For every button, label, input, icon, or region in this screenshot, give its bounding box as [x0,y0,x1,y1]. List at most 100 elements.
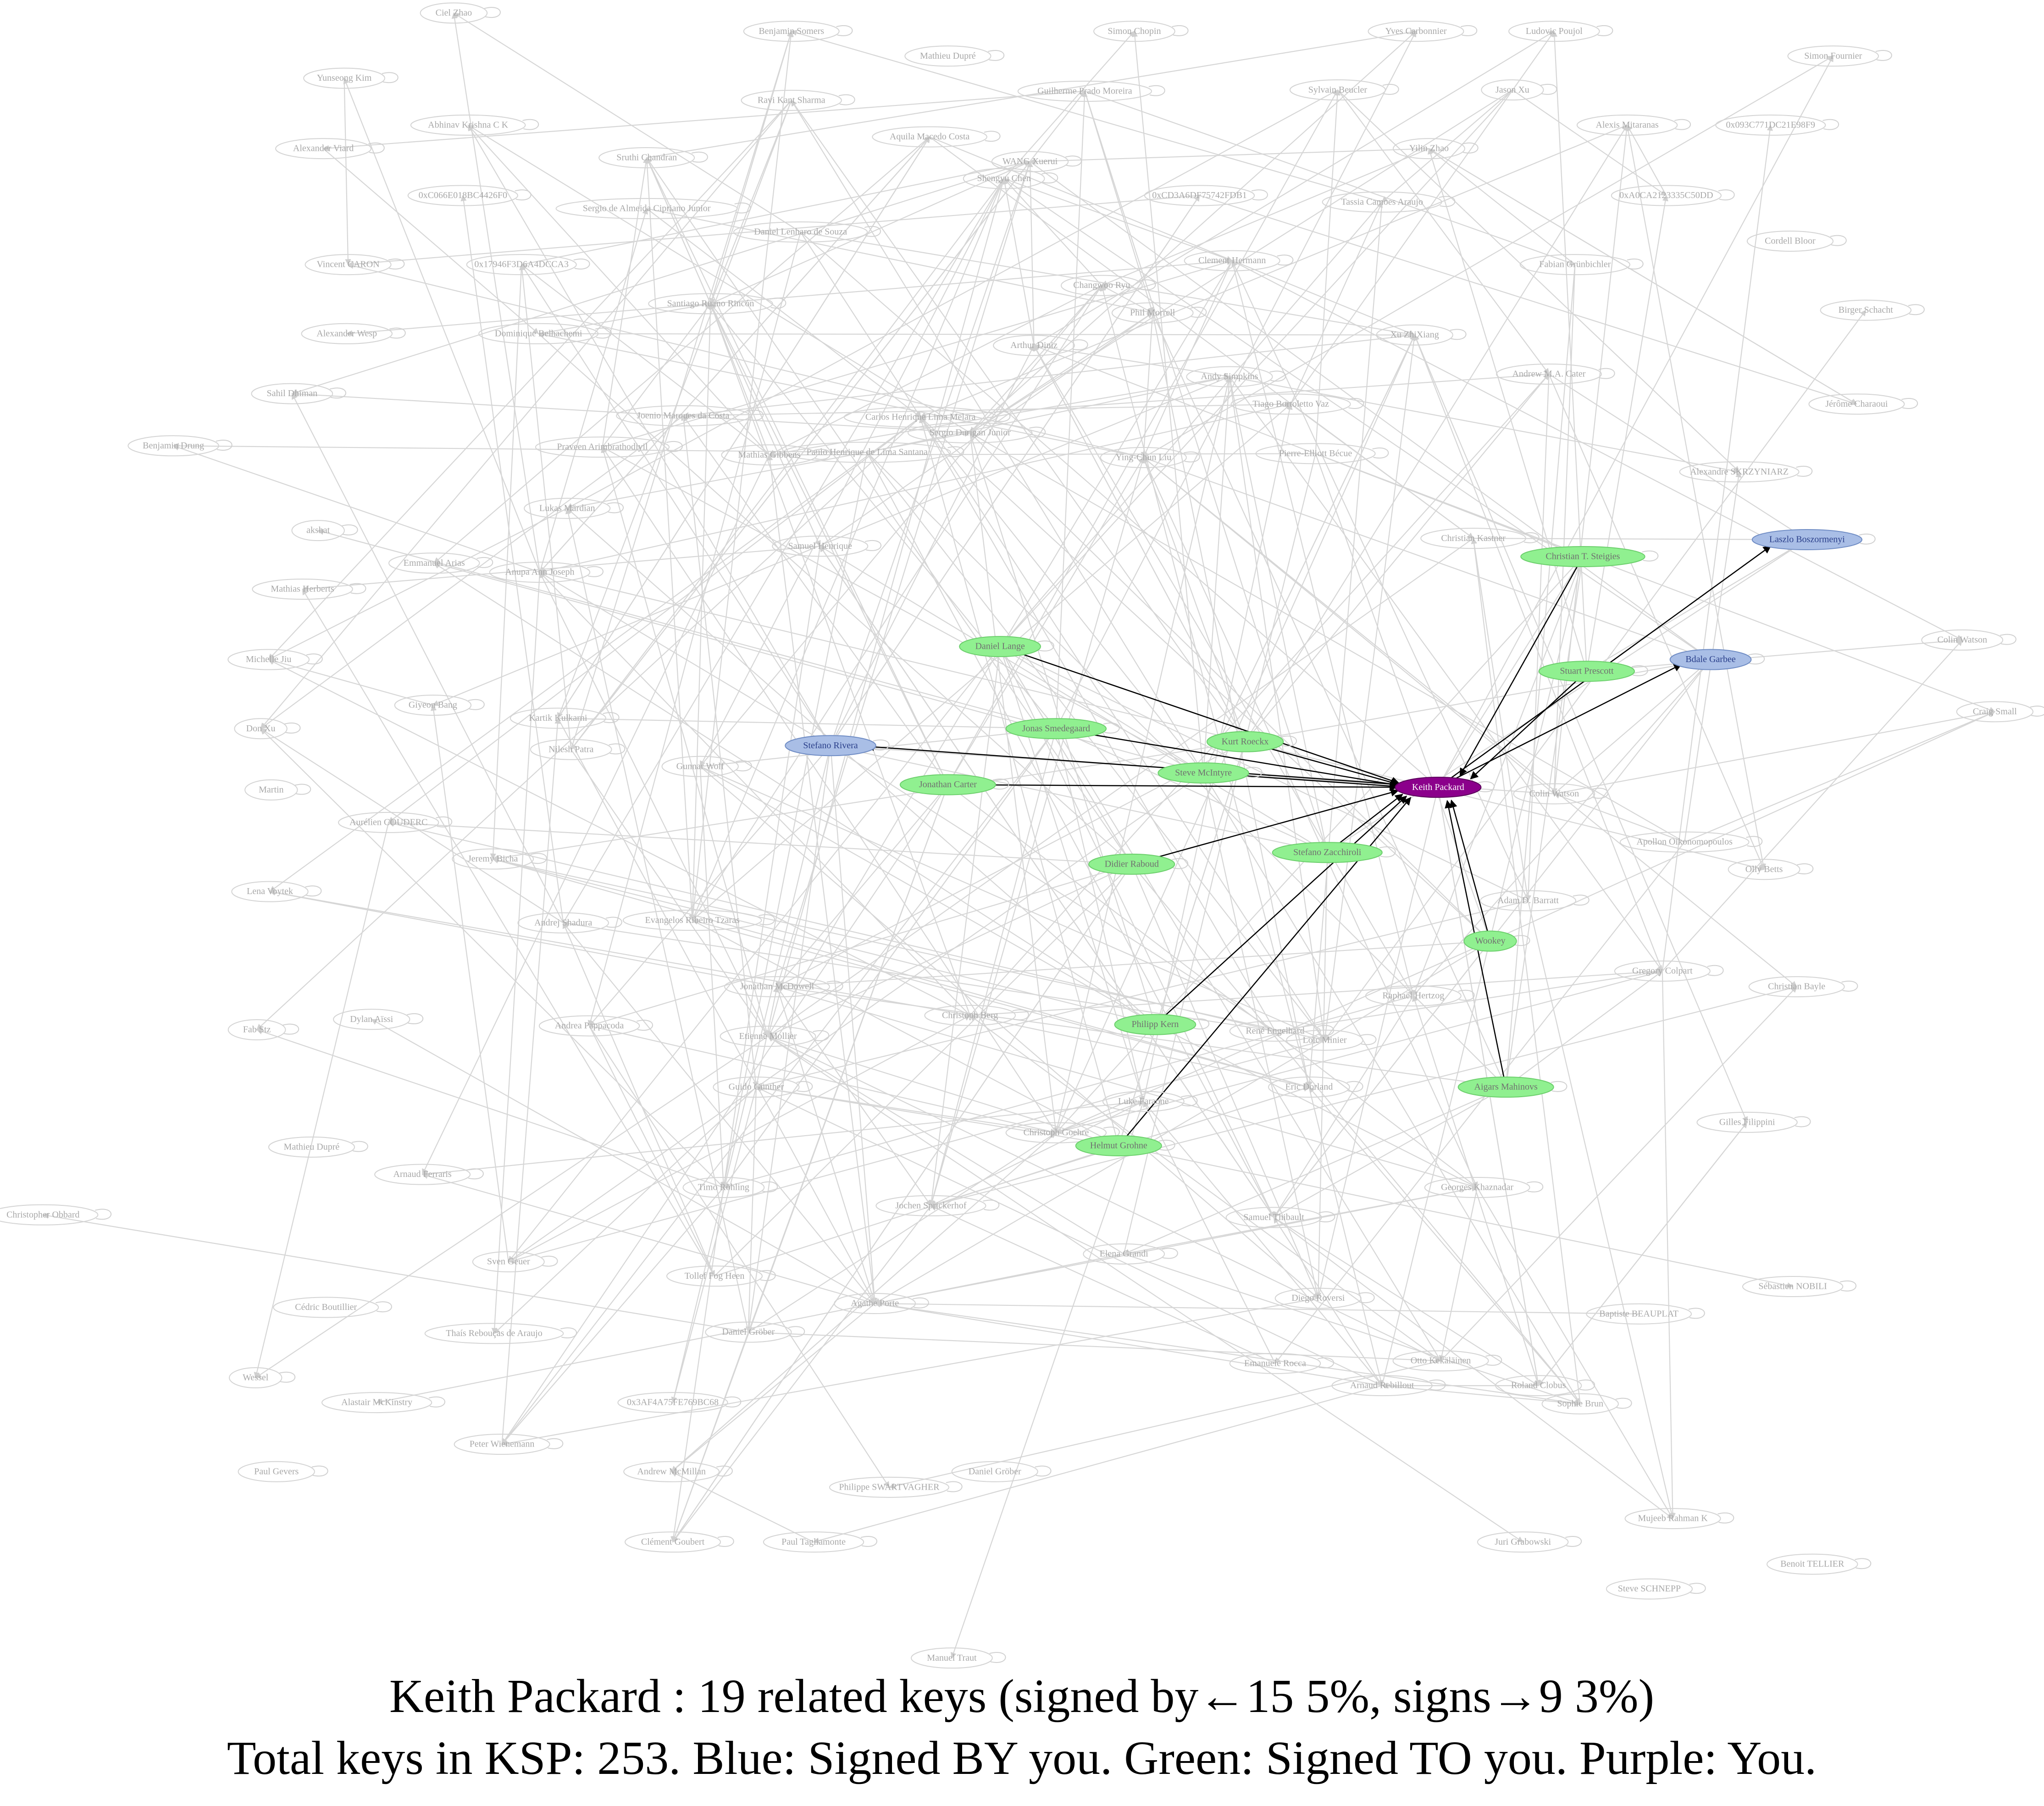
signature-edge [1229,376,1663,972]
key-node: Andrew M.A. Cater [1496,363,1615,385]
self-loop [836,25,853,36]
signature-edge [748,1331,1441,1364]
signature-edge [1322,335,1415,1041]
key-label: akshat [306,525,330,536]
key-label: Laszlo Boszormenyi [1769,535,1845,545]
key-label: Arthur Diniz [1010,340,1058,350]
key-label: Jonas Smedegaard [1022,724,1090,734]
signature-edge [602,157,649,447]
self-loop [984,131,1001,142]
signature-edge [562,921,1275,1032]
signature-edge [343,78,351,265]
key-label: Benoit TELLIER [1780,1559,1845,1569]
key-label: Kartik Kulkarni [529,713,587,723]
signature-edge [1290,201,1383,404]
key-ellipse [1956,701,2033,723]
self-loop [983,1199,1000,1211]
key-node: Steve SCHNEPP [1606,1578,1706,1600]
key-node: Fab Stz [227,1019,299,1040]
signature-edge [589,1025,1057,1135]
signature-edge [589,1025,890,1488]
key-ellipse [466,254,577,276]
key-node: Kartik Kulkarni [510,707,620,729]
key-label: Gilles Filippini [1719,1117,1775,1127]
signature-edge [830,345,1035,746]
signature-edge [1229,376,1329,853]
signature-edge [508,646,1001,1263]
key-label: Colin Watson [1937,635,1987,645]
self-loop [1462,142,1479,154]
signature-edge [1627,124,1667,196]
self-loop [735,760,752,772]
key-ellipse [227,649,310,670]
key-node: Paulo Henrique de Lima Santana [783,442,964,463]
key-label: Jeremy Bicha [468,854,518,864]
key-label: Michelle Jiu [246,654,291,664]
signature-edge [791,99,1204,773]
key-node: Cédric Boutillier [273,1297,392,1318]
key-node: Christian Bayle [1748,976,1858,998]
signature-edge [433,136,930,564]
key-node: Georges Khaznadar [1424,1176,1544,1198]
key-node: Raphaël Hertzog [1365,985,1475,1007]
key-node: Tiago Bortoletto Vaz [1230,393,1364,415]
signature-edge [931,1101,1144,1206]
signed-to-edge [1449,799,1491,941]
self-loop [1269,370,1286,382]
key-ellipse [1820,299,1912,321]
key-ellipse [1669,649,1752,670]
self-loop [389,327,406,339]
self-loop [1158,1139,1175,1151]
key-label: 0xC066E018BC4426F0 [419,190,507,200]
signature-edge [776,986,931,1206]
key-node: Alexis Mitaranas [1576,114,1691,136]
self-loop [351,1141,368,1152]
key-node: Steve McIntyre [1158,762,1263,784]
key-label: Thaís Rebouças de Araujo [446,1328,543,1338]
key-label: Wookey [1475,936,1505,946]
signed-to-edge [1000,646,1400,785]
signature-edge [508,772,1204,1262]
signature-edge [767,1036,1523,1543]
key-ellipse [231,881,309,902]
key-node: Martin [244,779,311,801]
self-loop [666,441,683,452]
signature-edge [343,77,541,573]
self-loop [1347,398,1364,409]
key-ellipse [478,323,599,344]
key-ellipse [617,1392,728,1414]
signature-edge [1414,335,1748,1123]
key-node: Jonathan McDowell [724,976,843,998]
self-loop [2030,706,2044,717]
signature-edge [999,646,1132,865]
self-loop [725,1396,742,1408]
signature-edge [646,157,711,304]
key-ellipse [993,335,1075,356]
signature-edge [317,529,1057,729]
signature-edge [721,546,821,1188]
signature-edge [1586,637,1963,672]
key-node: Daniel Gröber [951,1461,1052,1482]
key-ellipse [1420,528,1526,549]
signature-edge [692,30,794,921]
signature-edge [539,571,769,1037]
signature-edge [539,403,1291,574]
signed-to-edge [1470,671,1587,779]
key-node: Otto Kekäläinen [1392,1350,1502,1372]
key-node: WANG Xuerui [991,151,1082,172]
signature-edge [1231,260,1529,901]
key-ellipse [1715,114,1826,136]
key-node: Eric Dorland [1268,1077,1363,1098]
self-loop [1190,307,1207,318]
signature-edge [1381,89,1513,203]
self-loop [382,72,399,83]
key-node: Abhinav Krishna C K [410,114,539,136]
signature-edge [539,572,831,746]
key-label: Olly Betts [1745,864,1783,874]
self-loop [1103,723,1120,734]
signature-edge [714,1144,1119,1277]
signature-edge [1084,91,1329,853]
key-node: Agathe Porte [834,1293,929,1314]
signature-edge [1055,376,1231,1133]
key-label: Emmanuel Arias [404,558,465,568]
